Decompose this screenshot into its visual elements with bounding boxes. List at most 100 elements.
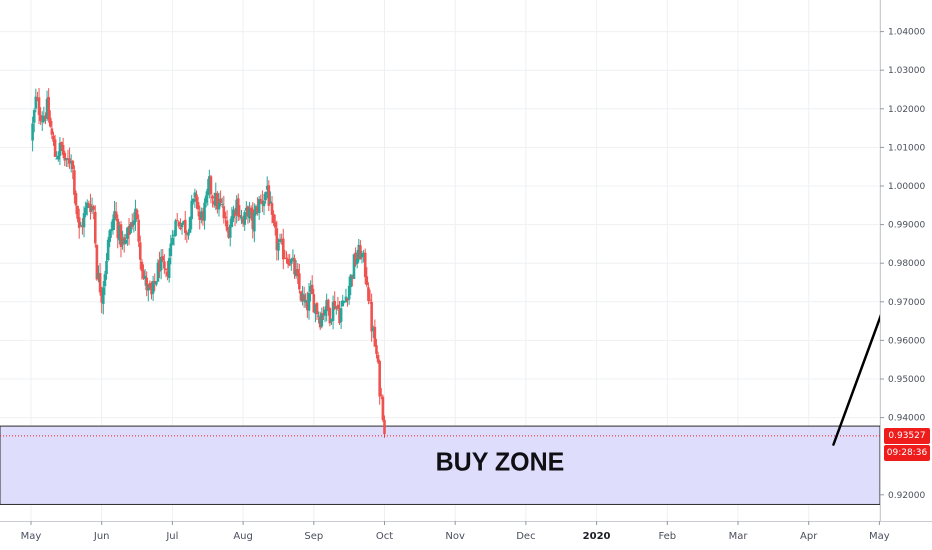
candle — [248, 202, 251, 223]
candle — [60, 141, 63, 151]
candle — [68, 147, 71, 169]
candle-body — [318, 316, 322, 328]
candle-body — [211, 196, 214, 199]
candle — [195, 190, 198, 209]
candle — [338, 300, 341, 325]
candle-body — [228, 224, 232, 238]
candle — [365, 267, 369, 288]
candle — [145, 271, 148, 297]
candle-body — [45, 98, 49, 119]
candle-body — [32, 110, 36, 123]
buy-zone[interactable] — [0, 425, 881, 505]
candle — [262, 193, 266, 216]
candle-body — [351, 275, 354, 278]
time-tick-label: Feb — [658, 531, 676, 542]
time-tick-label: 2020 — [583, 531, 611, 542]
candle — [206, 178, 210, 206]
candle — [286, 254, 290, 269]
candle-body — [347, 285, 351, 300]
candle-body — [187, 232, 190, 236]
candle — [326, 298, 330, 316]
candle — [339, 300, 343, 329]
candle-body — [177, 221, 181, 227]
candle — [359, 240, 362, 260]
candle — [375, 338, 378, 359]
candle — [185, 230, 189, 243]
candle-body — [164, 268, 168, 271]
candle — [50, 120, 54, 140]
candle — [232, 205, 235, 223]
candle-body — [304, 300, 308, 303]
candle — [328, 307, 332, 327]
candle-body — [301, 293, 304, 302]
candle-body — [135, 209, 139, 219]
candle-body — [69, 161, 73, 164]
candle — [267, 180, 271, 212]
candle-body — [243, 212, 247, 225]
candle-body — [188, 217, 192, 233]
candle — [151, 275, 155, 301]
candle-body — [48, 117, 52, 127]
candle-body — [354, 252, 357, 265]
time-tick-label: Aug — [233, 531, 253, 542]
candle-body — [121, 239, 124, 245]
candle — [212, 192, 216, 208]
price-axis[interactable]: 1.04000 1.03000 1.02000 1.01000 1.00000 0.990… — [880, 0, 932, 550]
time-axis[interactable]: May Jun Jul Aug Sep Oct Nov Dec 2020 Feb Mar Apr May — [0, 521, 932, 550]
candle — [351, 274, 354, 287]
candle — [142, 264, 145, 280]
candle-body — [68, 158, 71, 164]
candle-body — [40, 121, 44, 123]
candle — [42, 106, 46, 124]
candle — [298, 263, 301, 294]
candle-body — [114, 211, 118, 219]
candle-body — [368, 299, 372, 301]
candle — [102, 281, 105, 315]
candle-body — [124, 239, 128, 244]
candle-body — [159, 256, 163, 271]
candle — [132, 212, 136, 233]
candle — [208, 169, 211, 199]
candle — [249, 205, 253, 221]
candle — [85, 199, 89, 216]
candle — [381, 394, 385, 422]
candle — [379, 387, 383, 400]
candle — [318, 311, 322, 331]
candle — [77, 208, 81, 239]
candle-body — [63, 152, 67, 161]
candle — [98, 263, 102, 296]
candle — [270, 195, 274, 224]
candle-body — [262, 201, 266, 207]
candle-body — [105, 260, 108, 275]
candle — [121, 230, 124, 250]
candle-body — [134, 208, 137, 223]
candle-body — [102, 287, 105, 304]
candle — [245, 201, 248, 220]
candle-body — [180, 223, 184, 228]
candle — [166, 260, 169, 281]
candle — [105, 253, 108, 280]
candle — [257, 195, 261, 220]
candle — [280, 233, 283, 245]
candle — [293, 254, 296, 279]
candle-body — [343, 301, 346, 303]
candle-body — [97, 272, 100, 279]
candle — [378, 359, 381, 405]
candle — [331, 295, 335, 330]
candle-body — [61, 144, 65, 155]
candle-body — [246, 206, 250, 217]
candle — [61, 137, 65, 159]
candle — [150, 281, 153, 300]
candle — [122, 234, 126, 253]
candle — [87, 200, 91, 209]
candle — [314, 303, 317, 323]
candle-body — [129, 224, 132, 234]
candle — [265, 176, 269, 199]
candle-body — [153, 280, 157, 284]
candle-body — [169, 243, 173, 256]
candle — [140, 259, 144, 280]
candle-body — [76, 205, 79, 219]
candle-body — [100, 290, 103, 303]
